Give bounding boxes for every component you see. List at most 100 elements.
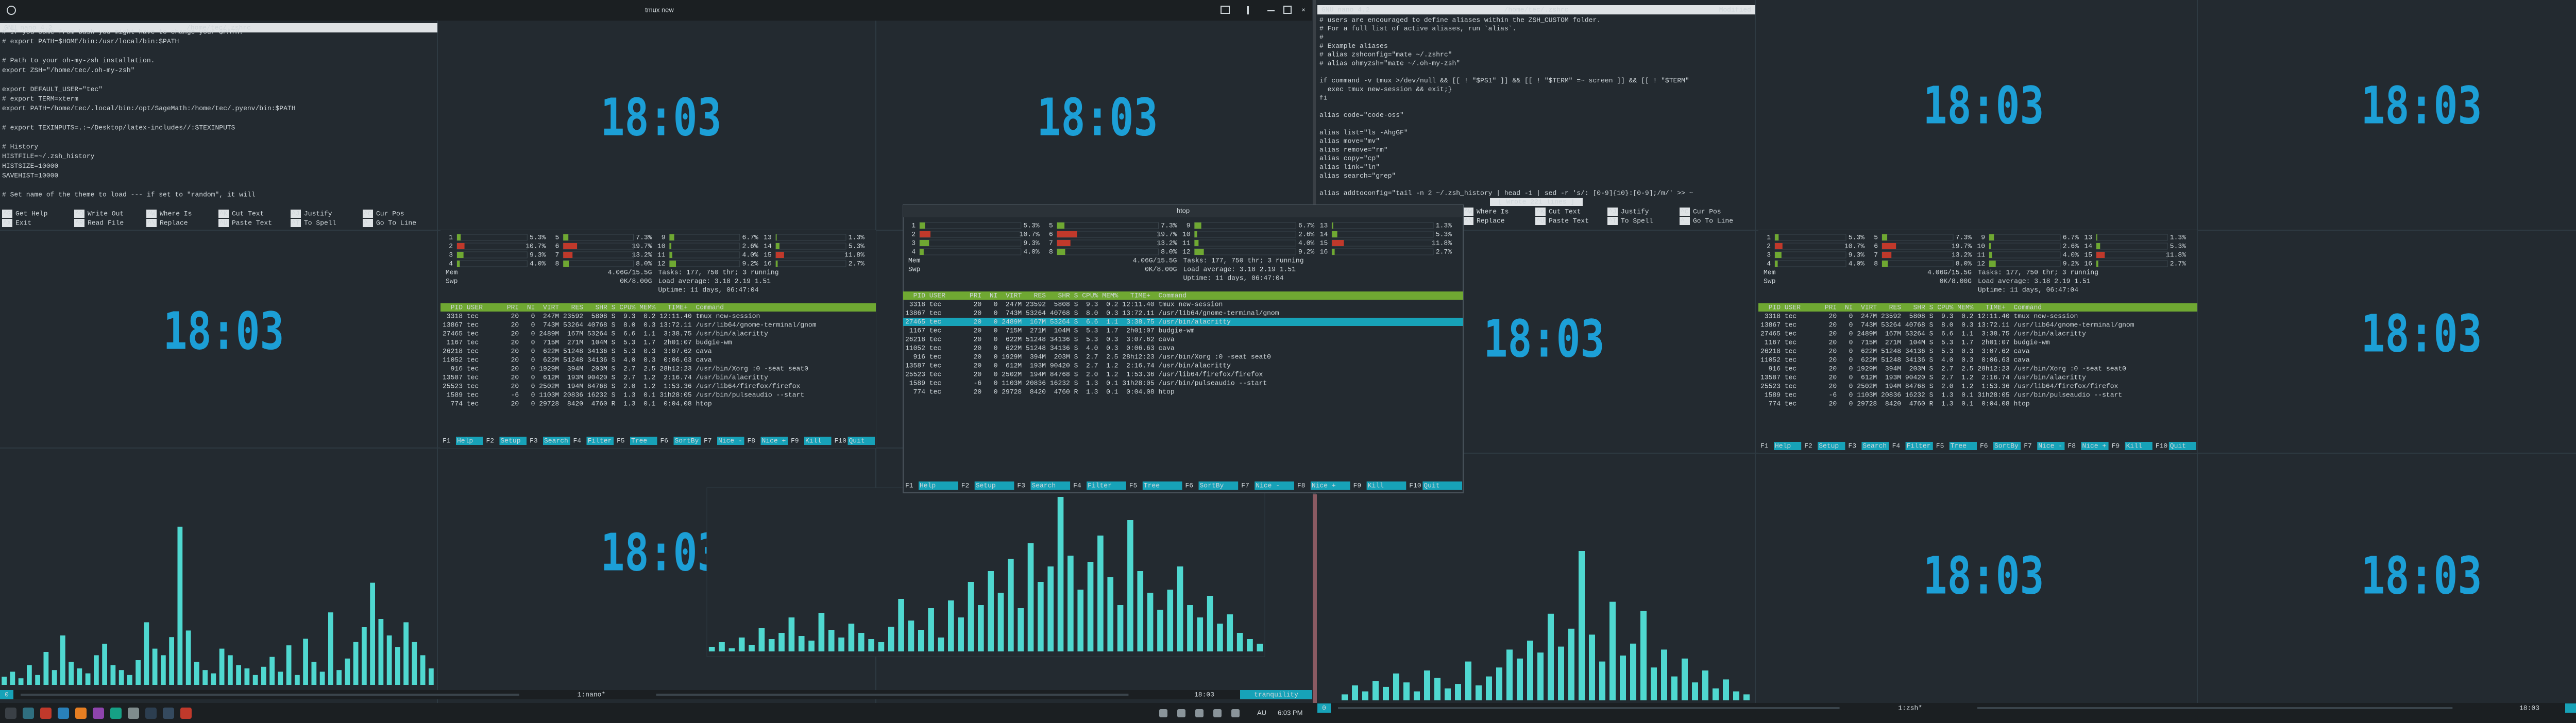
clock: 18:03 [601,87,722,147]
nano-message: [ Wrote 221 lines ] [1498,198,1574,205]
tray-icon[interactable] [1159,709,1167,717]
shortcut-label: Read File [88,219,124,227]
cava-bar [1496,667,1502,700]
cava-bar [1236,633,1243,651]
cava-bar [768,639,775,651]
taskbar-icon[interactable] [180,708,192,719]
htop-summary: Tasks: 177, 750 thr; 3 running [658,268,779,276]
cava-bar [219,648,225,685]
fkey-bg [1310,481,1350,490]
clock: 18:03 [1923,75,2044,135]
cpu-bracket: 5.3% [2170,242,2186,250]
fkey-label: Help [920,481,936,489]
tray-icon[interactable] [1213,709,1222,717]
fkey: F9 [791,437,799,444]
fkey-bg [1255,481,1294,490]
process-row: 26218 tec 20 0 622M 51248 34136 S 5.3 0.… [443,347,712,355]
taskbar-icon[interactable] [110,708,122,719]
cava-bar [1548,613,1554,700]
cpu-label: 5 [1049,221,1053,229]
cava-bar [161,655,166,685]
cava-bar [127,675,132,685]
tray-icon[interactable] [1231,709,1240,717]
shortcut-key: ^_ [364,219,372,227]
minimize-button[interactable] [1267,10,1275,11]
taskbar-icon[interactable] [128,708,139,719]
fkey: F8 [748,437,756,444]
shortcut-label: Go To Line [1693,217,1733,225]
cpu-bracket: 2.7% [2170,260,2186,267]
cpu-bracket: 5.3% [849,242,865,250]
shortcut-key-bg [1680,217,1690,225]
process-row: 27465 tec 20 0 2489M 167M 53264 S 6.6 1.… [1760,330,2086,337]
cpu-bracket: 2.6% [1298,230,1314,238]
process-row: 26218 tec 20 0 622M 51248 34136 S 5.3 0.… [905,335,1175,343]
search-icon[interactable] [7,6,16,15]
cava-bar [1107,577,1114,651]
nano-message-bg [1490,198,1583,206]
fkey-label: Tree [1144,481,1160,489]
cpu-bracket: 9.2% [1298,248,1314,255]
shortcut-key: ^R [75,219,83,227]
cpu-bar [1882,234,1888,240]
cpu-bracket: 9.3% [530,251,546,259]
cava-bar [749,645,755,651]
fkey-label: SortBy [1200,481,1224,489]
fkey-bg [2125,442,2153,450]
shortcut-label: Replace [160,219,188,227]
nano-line: alias search="grep" [1319,172,1396,180]
taskbar-icon[interactable] [40,708,52,719]
maximize-button[interactable] [1283,6,1292,14]
taskbar-icon[interactable] [23,708,34,719]
htop-summary: Load average: 3.18 2.19 1.51 [658,277,771,285]
cava-bar [1692,682,1698,700]
fkey: F3 [1017,481,1025,489]
cava-bar [403,622,409,685]
window-icon[interactable] [1221,6,1230,14]
taskbar-icon[interactable] [93,708,104,719]
cpu-bar [2096,234,2097,240]
cava-bar [77,668,82,685]
cpu-bar [920,231,931,237]
cava-bar [252,675,258,685]
fkey-bg [1861,442,1889,450]
cpu-label: 9 [1187,221,1191,229]
cpu-label: 1 [911,221,916,229]
cava-bar [94,655,99,685]
cpu-bar [1057,249,1065,255]
cava-bar [888,627,894,651]
cpu-bar [1882,261,1888,267]
cava-bar [1403,682,1410,700]
tray-icon[interactable] [1195,709,1204,717]
process-header: PID USER PRI NI VIRT RES SHR S CPU% MEM%… [905,291,1187,299]
nano-line: alias move="mv" [1319,137,1380,145]
cava-bar [938,638,944,651]
taskbar-icon[interactable] [75,708,87,719]
clock: 18:03 [2361,303,2482,364]
taskbar-icon[interactable] [58,708,69,719]
cpu-bracket: 13.2% [632,251,652,259]
shortcut-key-bg [291,210,301,218]
menu-icon[interactable] [1247,6,1249,14]
cava-bar [420,655,426,685]
taskbar-icon[interactable] [163,708,174,719]
cava-bar [1445,688,1451,700]
cava-bar [1177,566,1183,651]
fkey-bg [630,437,657,445]
cpu-bar [1194,240,1199,246]
meter-value: 0K/8.00G [620,277,652,285]
taskbar-icon[interactable] [145,708,157,719]
cava-bar [336,670,342,685]
tray-icon[interactable] [1177,709,1185,717]
cpu-bar [1989,243,1991,249]
taskbar-icon[interactable] [5,708,16,719]
cpu-bar [920,249,924,255]
close-button[interactable]: × [1301,6,1306,14]
shortcut-key-bg [218,219,229,227]
cava-bar [1589,634,1595,700]
process-header-bg [1758,303,2197,312]
cava-bar [278,672,283,685]
cava-bar [1372,681,1379,700]
process-row: 1589 tec -6 0 1103M 20836 16232 S 1.3 0.… [443,391,804,399]
cpu-bracket: 9.3% [1849,251,1865,259]
